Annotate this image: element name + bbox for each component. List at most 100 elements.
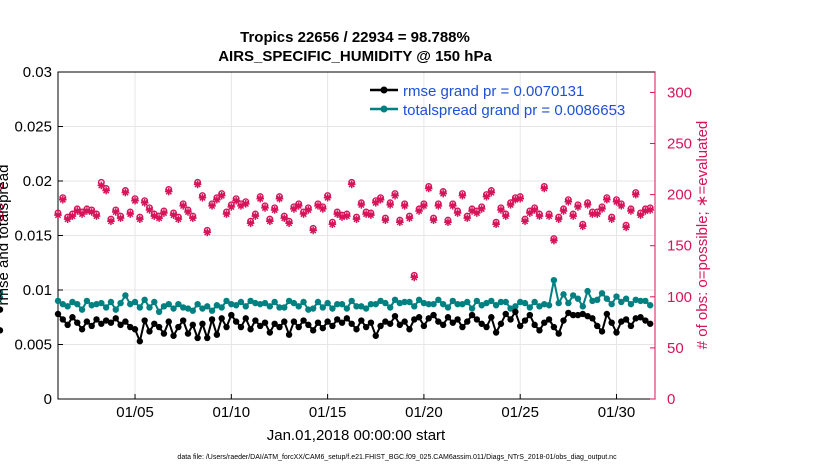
rmse-point (483, 323, 490, 331)
rmse-point (555, 330, 562, 337)
rmse-point (646, 320, 654, 327)
obs-evaluated-point (545, 212, 553, 220)
totalspread-point (300, 298, 307, 306)
obs-evaluated-point (241, 200, 250, 208)
totalspread-point (290, 299, 298, 307)
rmse-point (459, 323, 466, 331)
x-tick-label: 01/20 (405, 404, 443, 421)
y-tick-label-right: 150 (667, 238, 692, 255)
obs-evaluated-point (169, 211, 178, 219)
rmse-point (54, 310, 62, 318)
obs-evaluated-point (179, 202, 187, 210)
totalspread-point (319, 304, 326, 311)
obs-evaluated-point (444, 218, 452, 227)
rmse-point (266, 329, 274, 336)
rmse-point (569, 311, 577, 319)
rmse-point (425, 315, 432, 322)
rmse-point (497, 320, 505, 327)
totalspread-point (420, 299, 428, 307)
totalspread-point (295, 303, 302, 310)
rmse-point (131, 326, 139, 333)
rmse-point (141, 317, 148, 324)
totalspread-point (584, 287, 591, 295)
totalspread-point (555, 299, 562, 307)
totalspread-point (483, 299, 490, 307)
rmse-point (502, 310, 509, 318)
obs-evaluated-point (636, 211, 645, 219)
obs-evaluated-point (304, 206, 313, 214)
obs-evaluated-point (501, 212, 510, 220)
obs-evaluated-point (116, 214, 125, 222)
totalspread-point (579, 303, 586, 310)
rmse-point (314, 319, 322, 326)
totalspread-point (372, 300, 379, 308)
obs-evaluated-point (261, 204, 269, 212)
totalspread-point (271, 298, 278, 306)
rmse-point (637, 314, 644, 321)
obs-evaluated-point (641, 207, 650, 215)
rmse-point (545, 316, 553, 323)
obs-evaluated-point (266, 217, 274, 225)
rmse-point (584, 312, 591, 320)
rmse-point (0, 327, 4, 334)
obs-evaluated-point (92, 212, 101, 220)
rmse-point (242, 315, 249, 322)
totalspread-point (536, 303, 543, 310)
obs-evaluated-point (434, 202, 443, 210)
y-tick-label-left: 0.03 (23, 64, 52, 81)
obs-evaluated-point (550, 236, 558, 245)
rmse-point (632, 315, 639, 322)
rmse-point (136, 338, 144, 345)
obs-evaluated-point (299, 210, 308, 218)
totalspread-point (98, 299, 105, 307)
totalspread-point (131, 298, 139, 306)
rmse-point (184, 330, 192, 337)
rmse-point (526, 311, 534, 319)
rmse-point (579, 310, 586, 318)
y-tick-label-left: 0 (44, 391, 52, 408)
rmse-point (464, 318, 471, 325)
obs-evaluated-point (83, 207, 91, 215)
totalspread-point (512, 303, 519, 310)
rmse-point (488, 314, 495, 321)
rmse-point (444, 314, 452, 321)
obs-evaluated-point (492, 220, 500, 229)
totalspread-point (175, 300, 182, 308)
rmse-point (93, 316, 100, 323)
totalspread-point (64, 303, 71, 310)
totalspread-point (237, 298, 245, 306)
obs-evaluated-point (535, 212, 544, 220)
totalspread-point (127, 300, 134, 308)
totalspread-point (242, 303, 249, 310)
rmse-point (271, 320, 278, 327)
x-tick-label: 01/15 (309, 404, 347, 421)
obs-evaluated-point (588, 210, 597, 218)
totalspread-point (411, 303, 418, 310)
totalspread-point (74, 300, 81, 308)
obs-evaluated-point (78, 210, 86, 218)
obs-evaluated-point (453, 209, 462, 217)
totalspread-point (343, 305, 351, 312)
obs-evaluated-point (574, 203, 582, 211)
totalspread-point (618, 298, 625, 306)
obs-evaluated-point (107, 217, 115, 225)
totalspread-point (348, 297, 355, 305)
totalspread-point (223, 297, 230, 305)
rmse-point (435, 318, 442, 325)
totalspread-point (406, 298, 413, 306)
totalspread-point (281, 304, 288, 311)
obs-evaluated-point (487, 188, 496, 197)
obs-evaluated-point (598, 205, 606, 213)
obs-evaluated-point (126, 210, 135, 218)
rmse-point (122, 318, 129, 325)
obs-evaluated-point (121, 188, 130, 197)
obs-evaluated-point (314, 202, 322, 210)
totalspread-point (276, 304, 283, 311)
totalspread-point (526, 304, 534, 311)
rmse-point (117, 321, 124, 329)
totalspread-point (358, 303, 365, 310)
totalspread-point (473, 297, 481, 305)
totalspread-point (146, 304, 153, 311)
legend-marker-spread (380, 105, 388, 113)
totalspread-point (488, 297, 495, 305)
